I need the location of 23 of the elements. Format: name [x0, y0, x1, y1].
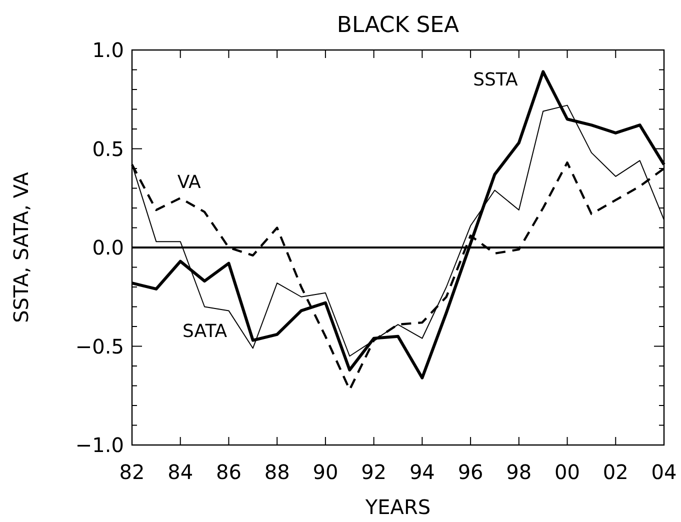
x-tick-label: 90 — [312, 460, 338, 484]
x-tick-label: 84 — [168, 460, 194, 484]
x-tick-label: 94 — [409, 460, 435, 484]
y-tick-label: −1.0 — [75, 433, 124, 457]
x-tick-label: 02 — [602, 460, 628, 484]
y-tick-label: 0.0 — [92, 236, 124, 260]
y-axis-title: SSTA, SATA, VA — [9, 172, 33, 323]
x-tick-label: 96 — [458, 460, 484, 484]
y-tick-label: 1.0 — [92, 38, 124, 62]
chart-title: BLACK SEA — [336, 13, 460, 38]
x-tick-label: 98 — [506, 460, 532, 484]
series-label: SATA — [182, 320, 228, 342]
x-axis-title: YEARS — [364, 495, 431, 519]
x-tick-label: 92 — [361, 460, 387, 484]
y-tick-label: 0.5 — [92, 136, 124, 161]
legend-label: SSTA — [473, 70, 519, 91]
x-tick-label: 00 — [554, 460, 580, 484]
x-tick-label: 88 — [264, 460, 290, 484]
x-tick-label: 86 — [216, 460, 242, 484]
series-label: VA — [177, 172, 202, 194]
y-tick-label: −0.5 — [75, 334, 124, 358]
x-tick-label: 82 — [119, 460, 145, 484]
x-tick-label: 04 — [651, 460, 677, 484]
